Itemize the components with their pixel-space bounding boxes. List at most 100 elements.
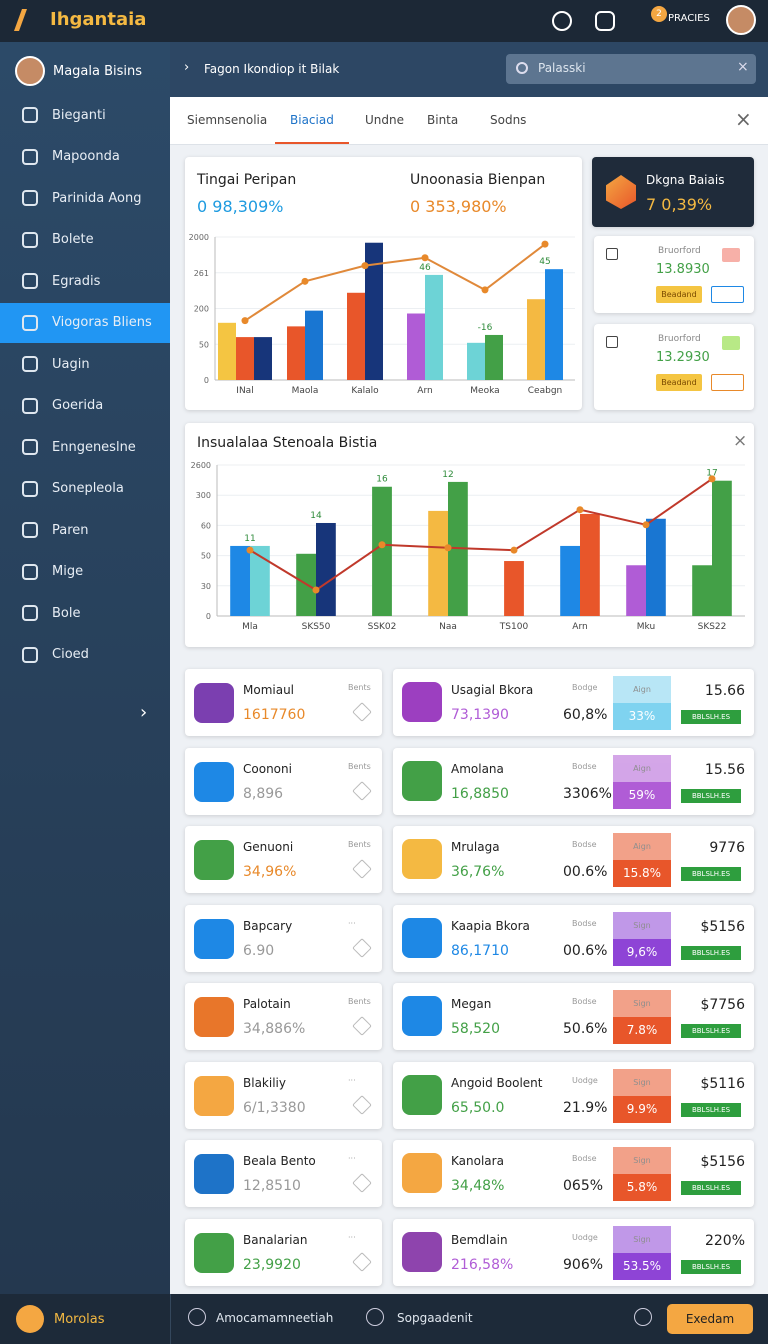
item-tag: BBLSLH.ES [681,1024,741,1038]
nav-item[interactable]: Sonepleola [0,469,170,509]
list-item[interactable]: Kanolara 34,48% Bodse 065% Sign 5.8% $5156 BBLS… [393,1140,754,1207]
item-action[interactable] [352,937,372,958]
collapse-arrow[interactable]: › [140,702,148,723]
nav-label: Bolete [52,232,94,247]
nav-icon [22,273,38,289]
nav-item[interactable]: Paren [0,510,170,550]
line-point [241,317,249,325]
y-tick-label: 261 [194,269,209,278]
item-action[interactable] [352,1094,372,1115]
list-item[interactable]: Coononi 8,896 Bents [185,747,382,815]
nav-icon [22,314,38,331]
list-item[interactable]: Mrulaga 36,76% Bodse 00.6% Aign 15.8% 9776 BBLS… [393,826,754,893]
icon [366,1308,384,1326]
item-meta: Bents [348,761,371,771]
badge-top: Sign [613,1068,671,1096]
nav-label: Sonepleola [52,481,124,496]
list-item[interactable]: Bapcary 6.90 ··· [185,904,382,972]
item-action[interactable] [352,1016,372,1036]
list-item[interactable]: Blakiliy 6/1,3380 ··· [185,1061,382,1129]
item-meta: ··· [348,1232,356,1242]
x-tick-label: SSK02 [368,622,397,632]
nav-item[interactable]: Mige [0,552,170,592]
clear[interactable]: × [737,59,749,75]
item-meta: Bodse [572,761,597,771]
card-button[interactable]: Beadand [656,286,702,303]
breadcrumb: Fagon Ikondiop it Bilak [204,62,340,76]
card-value: 13.2930 [656,350,710,365]
item-action[interactable] [352,780,372,801]
nav-item[interactable]: Bieganti [0,95,170,135]
tab[interactable]: Undne [365,113,404,127]
avatar[interactable] [726,5,756,35]
icon [16,1305,44,1333]
list-item[interactable]: Banalarian 23,9920 ··· [185,1218,382,1286]
badge-top: Aign [613,833,671,860]
badge-value: 7.8% [613,1017,671,1044]
avatar [15,56,45,86]
item-meta: Bents [348,840,371,849]
close[interactable]: × [733,431,748,451]
nav-item[interactable]: Parinida Aong [0,178,170,218]
item-name: Mrulaga [451,840,500,854]
x-tick-label: Kalalo [351,386,379,396]
secondary-button[interactable] [711,286,744,303]
item-value: 86,1710 [451,942,509,959]
item-action[interactable] [352,859,372,879]
card-button[interactable]: Beadand [656,374,702,391]
nav-item[interactable]: Enngeneslne [0,427,170,467]
item-name: Genuoni [243,840,294,854]
tab[interactable]: Sodns [490,113,527,127]
item-price: 15.66 [704,683,745,699]
secondary-button[interactable] [711,374,744,391]
list-item[interactable]: Genuoni 34,96% Bents [185,826,382,893]
close[interactable]: × [735,107,752,131]
item-tag: BBLSLH.ES [681,1259,741,1274]
nav-item[interactable]: Viogoras Bliens [0,302,170,343]
card-value: 13.8930 [656,262,710,277]
item-action[interactable] [352,1173,372,1193]
nav-item[interactable]: Egradis [0,261,170,301]
item-action[interactable] [352,1251,372,1272]
item-value: 8,896 [243,785,284,802]
list-item[interactable]: Megan 58,520 Bodse 50.6% Sign 7.8% $7756 BBLSLH… [393,983,754,1050]
bar [287,326,305,380]
nav-item[interactable]: Uagin [0,344,170,384]
item-value: 73,1390 [451,707,509,723]
tag [722,248,740,262]
tab[interactable]: Siemnsenolia [187,113,268,127]
item-pct: 00.6% [563,942,608,959]
search-box[interactable]: Palasski × [506,54,756,84]
list-item[interactable]: Usagial Bkora 73,1390 Bodge 60,8% Aign 33% 15.… [393,669,754,736]
nav-item[interactable]: Mapoonda [0,137,170,177]
list-item[interactable]: Angoid Boolent 65,50.0 Uodge 21.9% Sign 9.9% $… [393,1061,754,1129]
tab[interactable]: Biaciad [275,97,349,144]
y-tick-label: 2600 [191,461,211,470]
list-item[interactable]: Bemdlain 216,58% Uodge 906% Sign 53.5% 220% BBL… [393,1218,754,1286]
footer-item[interactable]: Sopgaadenit [397,1311,473,1325]
list-item[interactable]: Beala Bento 12,8510 ··· [185,1140,382,1207]
nav-item[interactable]: Bolete [0,220,170,260]
icon[interactable] [552,11,572,31]
badge-top: Sign [613,911,671,939]
list-item[interactable]: Momiaul 1617760 Bents [185,669,382,736]
item-meta: ··· [348,1075,356,1085]
item-meta: Uodge [572,1075,598,1085]
line-point [708,475,716,483]
list-item[interactable]: Palotain 34,886% Bents [185,983,382,1050]
nav-item[interactable]: Bole [0,593,170,633]
footer-item[interactable]: Amocamamneetiah [216,1311,334,1325]
item-action[interactable] [352,702,372,722]
footer-button[interactable]: Exedam [667,1304,753,1334]
search-placeholder: Palasski [538,61,586,75]
nav-item[interactable]: Goerida [0,386,170,426]
icon[interactable] [595,11,615,31]
badge-value: 5.8% [613,1174,671,1201]
y-tick-label: 0 [206,612,211,621]
tab[interactable]: Binta [427,113,459,127]
nav-item[interactable]: Cioed [0,635,170,675]
list-item[interactable]: Amolana 16,8850 Bodse 3306% Aign 59% 15.56 BBLS… [393,747,754,815]
nav-label: Cioed [52,647,89,662]
user-name[interactable]: PRACIES [668,13,710,24]
list-item[interactable]: Kaapia Bkora 86,1710 Bodse 00.6% Sign 9,6% $51… [393,904,754,972]
